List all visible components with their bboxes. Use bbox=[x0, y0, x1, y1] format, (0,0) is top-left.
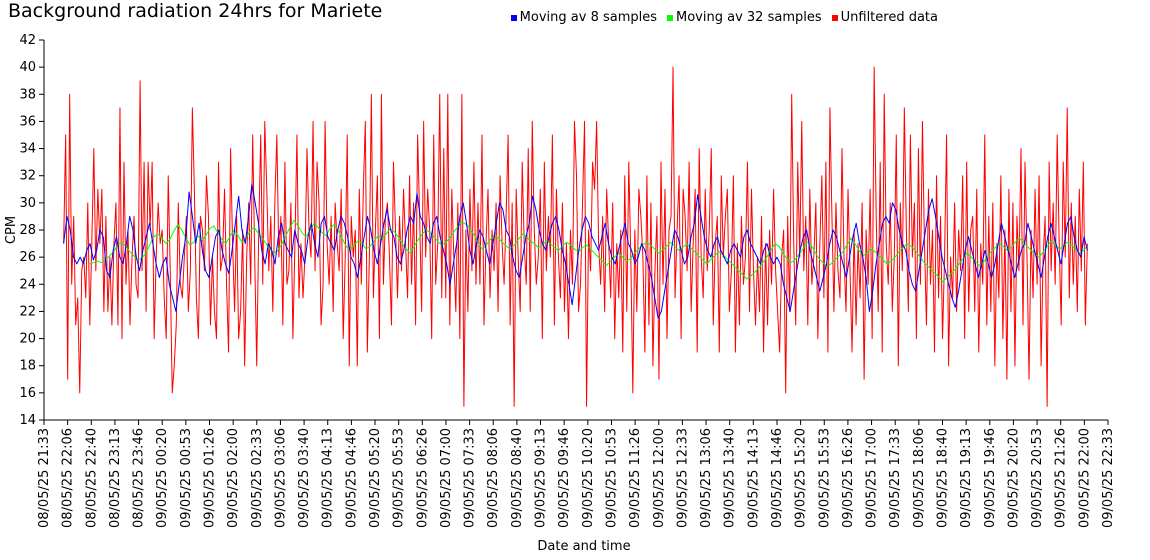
x-tick-label: 09/05/25 12:00 bbox=[652, 428, 667, 528]
x-tick-label: 09/05/25 10:20 bbox=[581, 428, 596, 528]
x-tick-label: 09/05/25 17:00 bbox=[865, 428, 880, 528]
x-tick-label: 09/05/25 01:26 bbox=[203, 428, 218, 528]
x-tick-label: 09/05/25 17:33 bbox=[888, 428, 903, 528]
x-tick-label: 09/05/25 02:00 bbox=[226, 428, 241, 528]
legend: Moving av 8 samples Moving av 32 samples… bbox=[510, 10, 938, 25]
legend-item-ma8: Moving av 8 samples bbox=[510, 10, 658, 25]
y-tick-label: 16 bbox=[19, 386, 36, 401]
y-tick-label: 14 bbox=[19, 413, 36, 428]
x-axis-label: Date and time bbox=[537, 539, 630, 554]
x-tick-label: 09/05/25 00:20 bbox=[155, 428, 170, 528]
x-tick-label: 09/05/25 18:40 bbox=[935, 428, 950, 528]
y-tick-label: 24 bbox=[19, 277, 36, 292]
x-tick-label: 09/05/25 03:06 bbox=[273, 428, 288, 528]
y-tick-label: 40 bbox=[19, 60, 36, 75]
x-tick-label: 09/05/25 16:26 bbox=[841, 428, 856, 528]
x-tick-label: 09/05/25 07:00 bbox=[439, 428, 454, 528]
x-tick-label: 09/05/25 20:20 bbox=[1006, 428, 1021, 528]
x-tick-label: 09/05/25 14:46 bbox=[770, 428, 785, 528]
series-line-ma8 bbox=[63, 183, 1088, 319]
y-tick-label: 38 bbox=[19, 87, 36, 102]
x-tick-label: 08/05/25 23:13 bbox=[108, 428, 123, 528]
legend-swatch-unfiltered bbox=[831, 14, 838, 21]
x-tick-label: 09/05/25 22:33 bbox=[1101, 428, 1116, 528]
x-tick-label: 08/05/25 22:40 bbox=[84, 428, 99, 528]
x-tick-label: 09/05/25 04:46 bbox=[344, 428, 359, 528]
x-tick-label: 09/05/25 04:13 bbox=[321, 428, 336, 528]
x-tick-label: 09/05/25 15:53 bbox=[817, 428, 832, 528]
legend-swatch-ma32 bbox=[667, 14, 674, 21]
legend-item-unfiltered: Unfiltered data bbox=[831, 10, 938, 25]
x-tick-label: 09/05/25 22:00 bbox=[1077, 428, 1092, 528]
x-tick-label: 09/05/25 18:06 bbox=[912, 428, 927, 528]
x-tick-label: 09/05/25 03:40 bbox=[297, 428, 312, 528]
x-tick-label: 09/05/25 07:33 bbox=[463, 428, 478, 528]
x-tick-label: 09/05/25 10:53 bbox=[604, 428, 619, 528]
y-tick-label: 20 bbox=[19, 332, 36, 347]
x-tick-label: 09/05/25 21:26 bbox=[1054, 428, 1069, 528]
y-tick-label: 26 bbox=[19, 250, 36, 265]
x-tick-label: 09/05/25 12:33 bbox=[675, 428, 690, 528]
y-tick-label: 36 bbox=[19, 114, 36, 129]
y-tick-label: 42 bbox=[19, 33, 36, 48]
legend-label-ma32: Moving av 32 samples bbox=[676, 10, 822, 25]
y-tick-label: 22 bbox=[19, 304, 36, 319]
x-tick-label: 09/05/25 19:46 bbox=[983, 428, 998, 528]
x-tick-label: 08/05/25 21:33 bbox=[37, 428, 52, 528]
x-tick-label: 09/05/25 08:06 bbox=[486, 428, 501, 528]
legend-swatch-ma8 bbox=[510, 14, 517, 21]
x-tick-label: 09/05/25 05:53 bbox=[392, 428, 407, 528]
x-tick-label: 09/05/25 19:13 bbox=[959, 428, 974, 528]
x-tick-label: 09/05/25 14:13 bbox=[746, 428, 761, 528]
series-line-unfiltered bbox=[63, 66, 1088, 407]
x-tick-label: 09/05/25 00:53 bbox=[179, 428, 194, 528]
x-tick-label: 09/05/25 20:53 bbox=[1030, 428, 1045, 528]
x-tick-label: 09/05/25 15:20 bbox=[794, 428, 809, 528]
x-tick-label: 08/05/25 22:06 bbox=[61, 428, 76, 528]
x-tick-label: 09/05/25 13:40 bbox=[723, 428, 738, 528]
legend-item-ma32: Moving av 32 samples bbox=[667, 10, 822, 25]
chart-title: Background radiation 24hrs for Mariete bbox=[8, 0, 383, 22]
x-tick-label: 08/05/25 23:46 bbox=[132, 428, 147, 528]
y-tick-label: 28 bbox=[19, 223, 36, 238]
legend-label-ma8: Moving av 8 samples bbox=[519, 10, 658, 25]
x-tick-label: 09/05/25 05:20 bbox=[368, 428, 383, 528]
legend-label-unfiltered: Unfiltered data bbox=[840, 10, 938, 25]
x-tick-label: 09/05/25 11:26 bbox=[628, 428, 643, 528]
x-tick-label: 09/05/25 13:06 bbox=[699, 428, 714, 528]
y-axis-label: CPM bbox=[4, 216, 19, 244]
x-tick-label: 09/05/25 08:40 bbox=[510, 428, 525, 528]
x-tick-label: 09/05/25 06:26 bbox=[415, 428, 430, 528]
y-tick-label: 30 bbox=[19, 196, 36, 211]
x-tick-label: 09/05/25 09:46 bbox=[557, 428, 572, 528]
x-tick-label: 09/05/25 09:13 bbox=[534, 428, 549, 528]
y-tick-label: 18 bbox=[19, 359, 36, 374]
y-tick-label: 32 bbox=[19, 169, 36, 184]
y-tick-label: 34 bbox=[19, 142, 36, 157]
x-tick-label: 09/05/25 02:33 bbox=[250, 428, 265, 528]
